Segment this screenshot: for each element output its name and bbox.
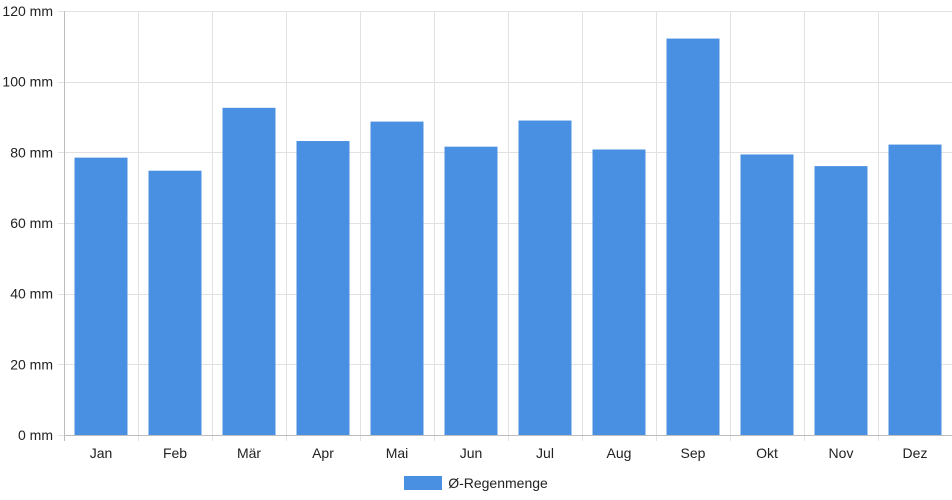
y-tick-label: 100 mm xyxy=(2,74,53,90)
rainfall-bar-chart: 0 mm 20 mm 40 mm 60 mm 80 mm 100 mm 120 mm Jan F… xyxy=(2,3,952,461)
x-tick-label: Nov xyxy=(829,445,854,461)
y-tick-label: 20 mm xyxy=(10,356,53,372)
x-tick-label: Jan xyxy=(90,445,113,461)
x-tick-label: Dez xyxy=(903,445,928,461)
bar xyxy=(444,146,498,435)
y-tick-label: 40 mm xyxy=(10,286,53,302)
bar xyxy=(592,149,646,436)
grid-lines xyxy=(58,11,952,441)
x-tick-label: Aug xyxy=(607,445,632,461)
legend-label: Ø-Regenmenge xyxy=(448,475,548,491)
y-tick-label: 80 mm xyxy=(10,144,53,160)
x-tick-label: Mai xyxy=(386,445,409,461)
y-tick-label: 60 mm xyxy=(10,215,53,231)
bar xyxy=(222,107,276,436)
x-tick-label: Sep xyxy=(681,445,706,461)
bar xyxy=(518,120,572,436)
legend-swatch xyxy=(404,476,443,490)
bar xyxy=(74,157,128,435)
x-tick-label: Mär xyxy=(237,445,261,461)
y-tick-label: 0 mm xyxy=(18,427,53,443)
bars-layer xyxy=(74,38,942,436)
x-tick-label: Okt xyxy=(756,445,778,461)
bar xyxy=(148,170,202,435)
bar xyxy=(740,154,794,435)
bar xyxy=(666,38,720,436)
x-tick-label: Apr xyxy=(312,445,334,461)
x-tick-label: Jul xyxy=(536,445,554,461)
x-tick-label: Jun xyxy=(460,445,483,461)
bar xyxy=(296,141,350,435)
y-tick-label: 120 mm xyxy=(2,3,53,19)
bar xyxy=(888,144,942,435)
bar xyxy=(370,121,424,436)
x-tick-label: Feb xyxy=(163,445,187,461)
axes-layer: 0 mm 20 mm 40 mm 60 mm 80 mm 100 mm 120 mm Jan F… xyxy=(2,3,952,461)
legend: Ø-Regenmenge xyxy=(0,472,952,494)
bar xyxy=(814,166,868,435)
